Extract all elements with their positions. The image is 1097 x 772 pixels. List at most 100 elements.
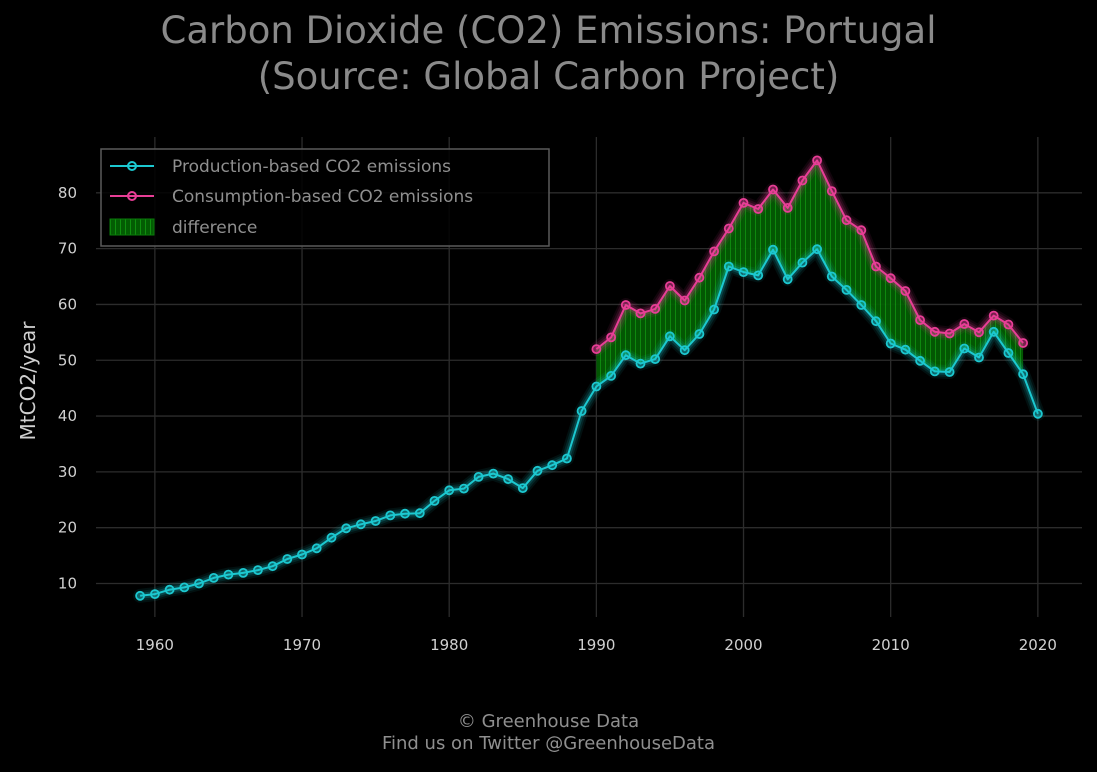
- production-point-1968: [267, 561, 278, 572]
- production-point-1991: [606, 370, 616, 381]
- production-point-1997: [694, 329, 705, 339]
- production-point-1980: [444, 485, 455, 496]
- consumption-point-2010: [885, 273, 896, 284]
- consumption-point-2007: [841, 215, 852, 226]
- difference-area: [596, 160, 1024, 387]
- production-point-2009: [871, 316, 881, 327]
- production-point-1976: [385, 510, 396, 521]
- production-point-2005: [812, 244, 822, 255]
- production-point-2008: [856, 300, 867, 310]
- production-point-1974: [355, 519, 366, 530]
- production-point-1993: [635, 358, 646, 369]
- consumption-point-1996: [679, 295, 690, 306]
- production-point-2018: [1003, 348, 1014, 358]
- consumption-point-1991: [606, 332, 616, 343]
- production-point-1979: [429, 495, 440, 506]
- production-point-2015: [959, 343, 970, 354]
- y-tick-label-30: 30: [58, 463, 77, 481]
- y-tick-label-80: 80: [58, 184, 77, 202]
- x-tick-label-2000: 2000: [724, 636, 762, 654]
- production-point-1989: [576, 406, 587, 416]
- production-point-2013: [929, 366, 940, 377]
- legend-label-difference: difference: [172, 218, 257, 238]
- x-tick-label-1990: 1990: [577, 636, 615, 654]
- chart-title-line-2: (Source: Global Carbon Project): [257, 55, 840, 98]
- production-point-1960: [149, 589, 160, 599]
- legend-marker-production: [127, 161, 137, 171]
- consumption-point-2013: [929, 326, 940, 337]
- production-point-2014: [944, 367, 955, 377]
- y-axis-label: MtCO2/year: [16, 321, 40, 441]
- legend-label-production: Production-based CO2 emissions: [172, 157, 451, 177]
- production-point-1977: [400, 508, 410, 519]
- production-point-1970: [297, 549, 307, 560]
- x-tick-label-1970: 1970: [283, 636, 321, 654]
- consumption-point-2005: [812, 155, 822, 166]
- production-point-1985: [517, 483, 528, 494]
- consumption-point-2004: [797, 175, 808, 186]
- x-tick-label-2020: 2020: [1019, 636, 1057, 654]
- consumption-point-1995: [665, 281, 675, 291]
- consumption-point-2009: [871, 261, 881, 272]
- consumption-point-2002: [768, 184, 778, 195]
- production-point-2020: [1033, 408, 1043, 419]
- production-point-2007: [841, 284, 852, 295]
- production-point-1994: [650, 354, 661, 365]
- production-point-1984: [503, 474, 514, 485]
- production-point-2011: [900, 344, 911, 355]
- production-point-1988: [562, 453, 572, 464]
- production-point-2012: [915, 355, 925, 366]
- production-point-1959: [135, 590, 146, 601]
- difference-fill: [596, 160, 1024, 387]
- consumption-point-2012: [915, 315, 925, 326]
- y-tick-label-40: 40: [58, 407, 77, 425]
- legend-box: [100, 148, 550, 247]
- y-tick-label-10: 10: [58, 575, 77, 593]
- production-point-2000: [738, 267, 749, 278]
- production-point-2006: [826, 271, 837, 282]
- consumption-point-1994: [650, 303, 661, 314]
- production-point-2002: [768, 244, 778, 255]
- production-point-1983: [488, 468, 499, 479]
- production-point-2010: [885, 338, 896, 349]
- consumption-point-2019: [1018, 338, 1028, 348]
- legend-label-consumption: Consumption-based CO2 emissions: [172, 187, 473, 207]
- axis-ticks: 1960 1970 1980 1990 2000 2010 2020 10 20 30 40 50 60…: [58, 184, 1057, 654]
- legend-marker-consumption: [127, 191, 137, 201]
- production-point-1987: [547, 460, 558, 471]
- consumption-point-2014: [944, 328, 955, 339]
- production-point-1971: [311, 543, 322, 554]
- production-point-1964: [208, 573, 219, 583]
- production-point-1986: [532, 465, 543, 476]
- consumption-point-2003: [782, 202, 793, 213]
- consumption-point-1999: [723, 223, 734, 234]
- consumption-point-2008: [856, 225, 867, 236]
- legend: Production-based CO2 emissions Consumpti…: [100, 148, 550, 247]
- y-tick-label-50: 50: [58, 351, 77, 369]
- consumption-point-1997: [694, 272, 705, 283]
- legend-swatch-difference: [109, 218, 155, 236]
- y-tick-label-20: 20: [58, 519, 77, 537]
- production-point-2001: [753, 270, 764, 281]
- consumption-point-2016: [974, 327, 984, 338]
- production-point-1990: [591, 381, 602, 392]
- consumption-point-2018: [1003, 319, 1014, 330]
- production-point-1961: [164, 584, 175, 595]
- production-point-1965: [223, 569, 234, 580]
- chart-title: Carbon Dioxide (CO2) Emissions: Portugal…: [0, 8, 1097, 100]
- production-point-2004: [797, 257, 808, 268]
- production-point-1966: [238, 568, 249, 578]
- consumption-point-2017: [988, 310, 999, 321]
- production-point-2003: [782, 274, 793, 285]
- production-point-2016: [974, 352, 984, 363]
- consumption-point-2000: [738, 197, 749, 208]
- series-lines: [133, 153, 1045, 603]
- production-point-1973: [341, 523, 352, 534]
- production-point-1962: [179, 582, 190, 593]
- production-point-2019: [1018, 369, 1028, 380]
- x-tick-label-1980: 1980: [430, 636, 468, 654]
- consumption-point-1993: [635, 308, 646, 319]
- footer-copyright: © Greenhouse Data: [457, 711, 640, 732]
- y-tick-label-70: 70: [58, 240, 77, 258]
